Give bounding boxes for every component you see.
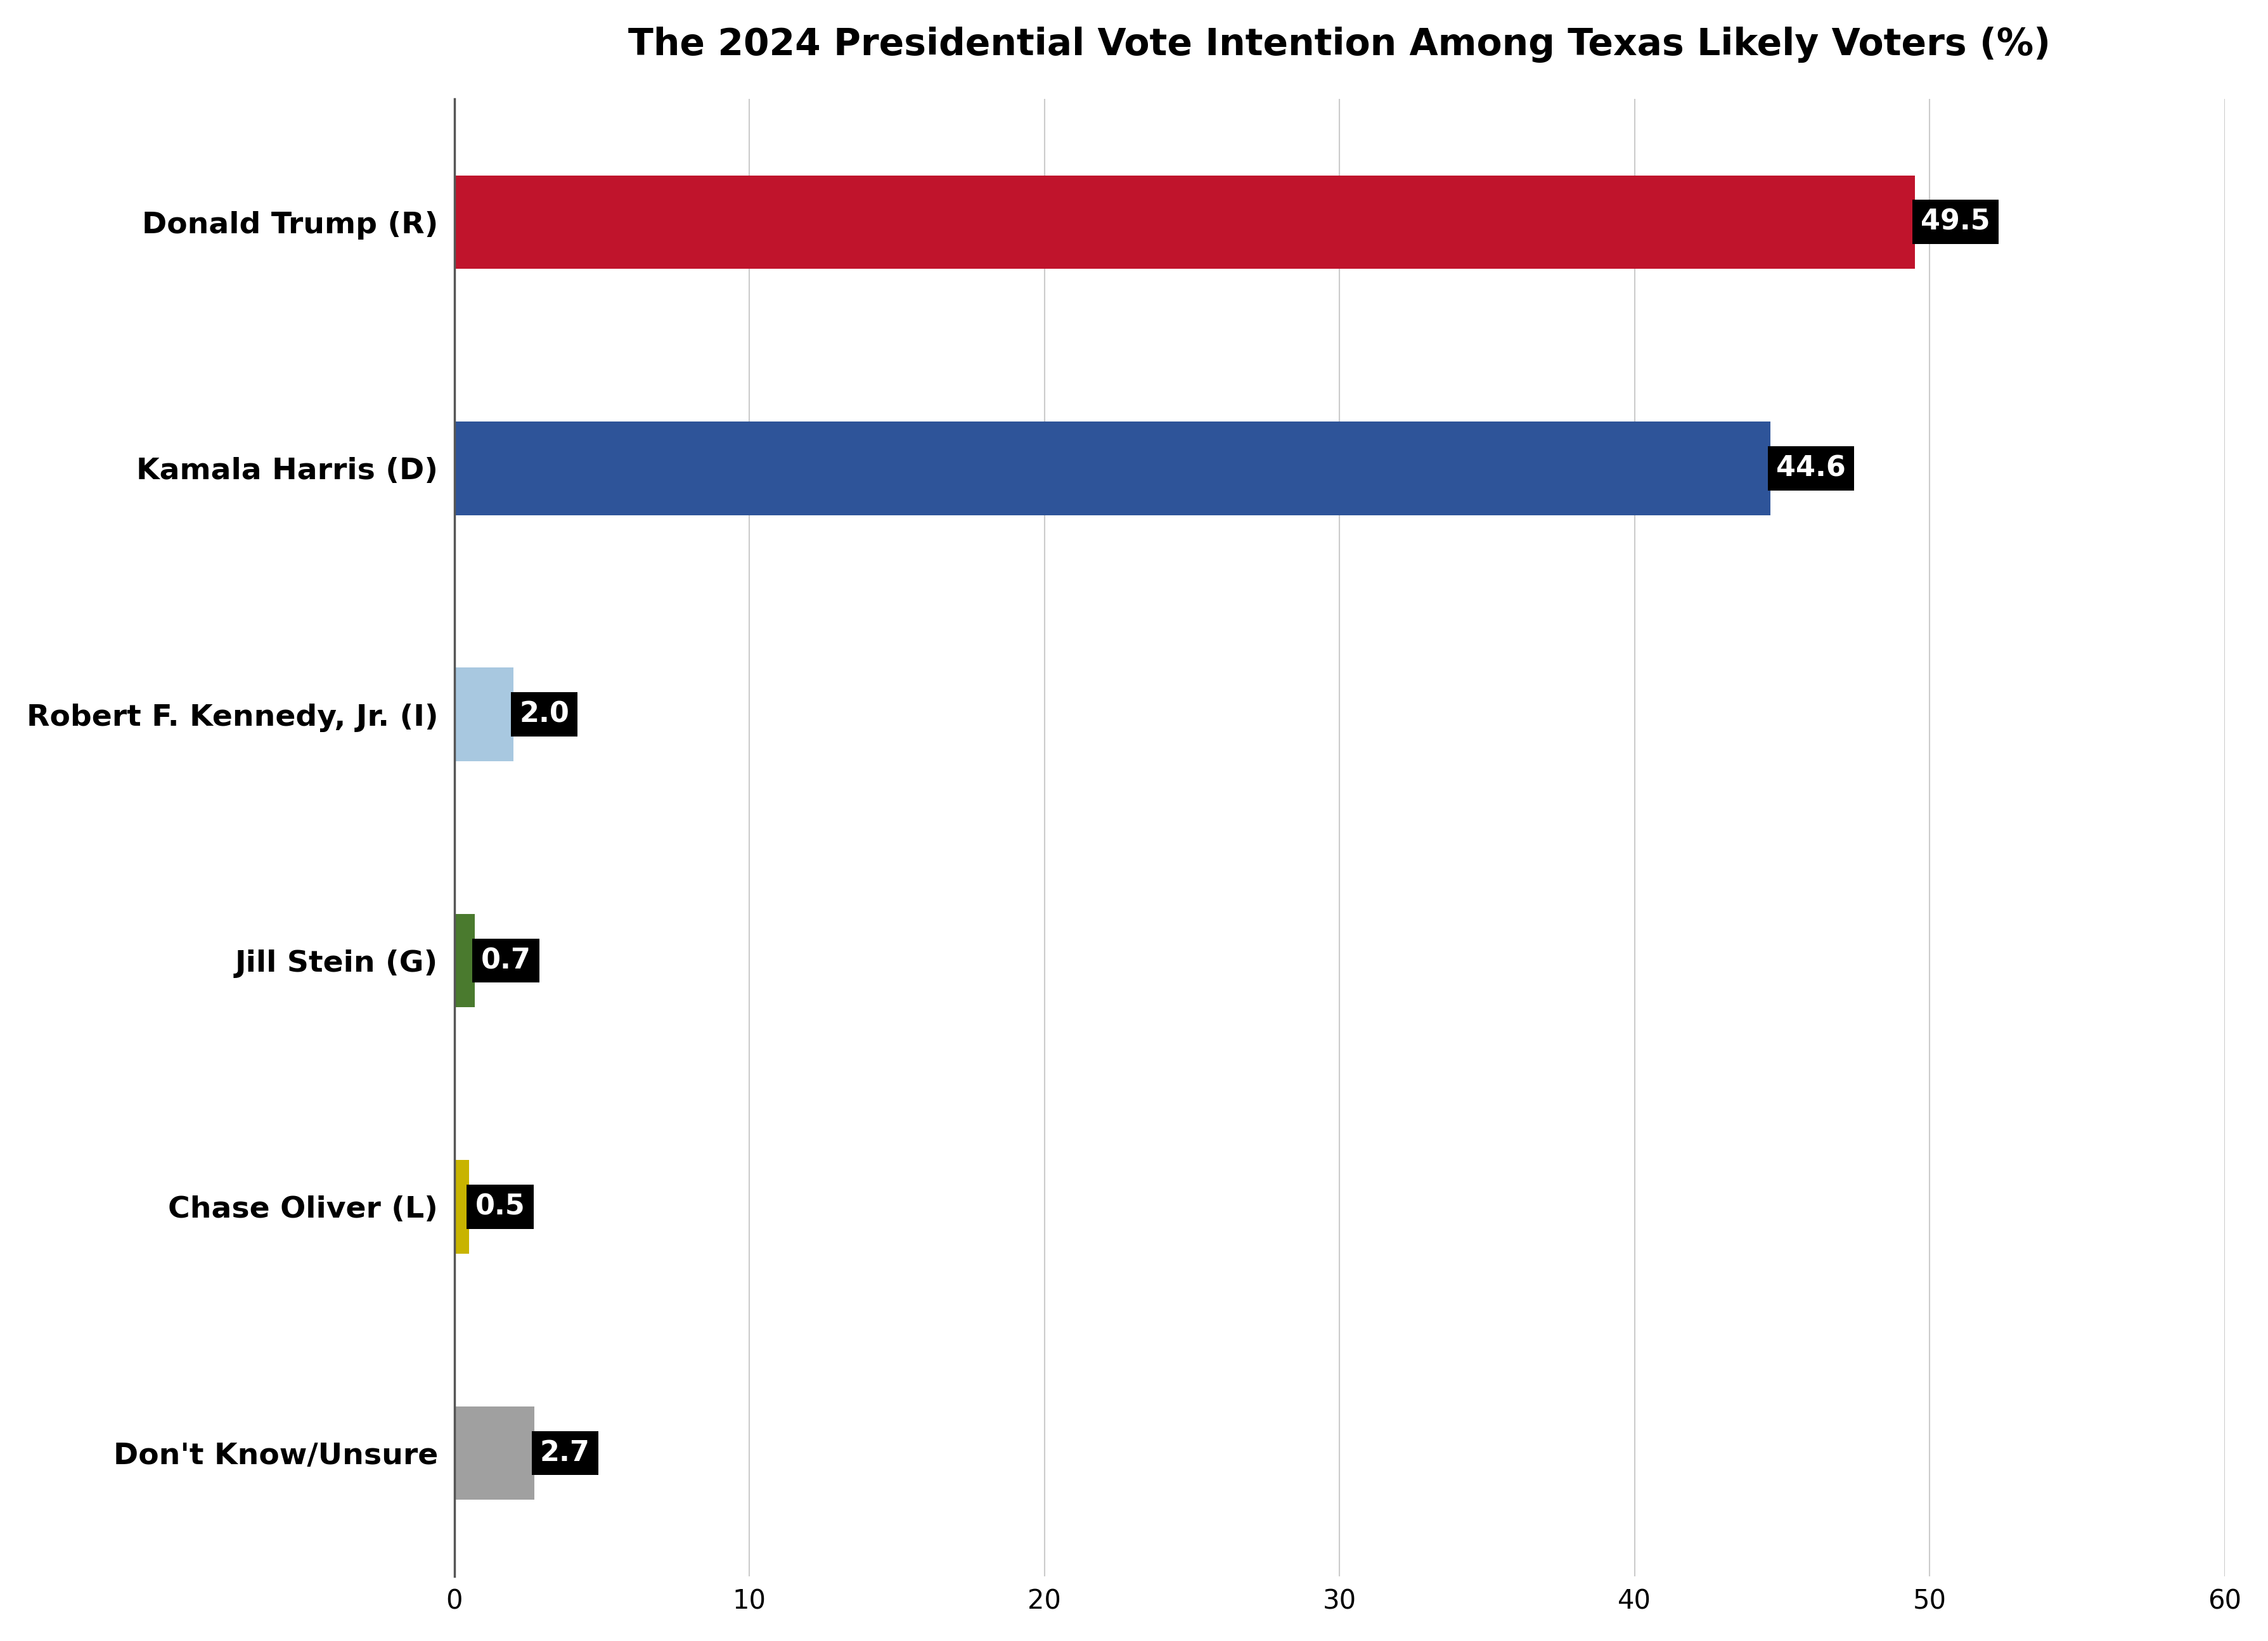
Text: 2.0: 2.0 <box>519 701 569 729</box>
Bar <box>454 422 1771 515</box>
Bar <box>454 1406 533 1500</box>
Text: 0.7: 0.7 <box>481 947 531 975</box>
Text: 2.7: 2.7 <box>540 1439 590 1467</box>
Text: 0.5: 0.5 <box>474 1193 524 1221</box>
Bar <box>454 176 1914 269</box>
Bar <box>454 914 474 1008</box>
Text: 49.5: 49.5 <box>1921 208 1991 236</box>
Text: 44.6: 44.6 <box>1776 455 1846 482</box>
Bar <box>454 668 513 761</box>
Bar <box>454 1160 469 1254</box>
Title: The 2024 Presidential Vote Intention Among Texas Likely Voters (%): The 2024 Presidential Vote Intention Amo… <box>628 26 2050 62</box>
